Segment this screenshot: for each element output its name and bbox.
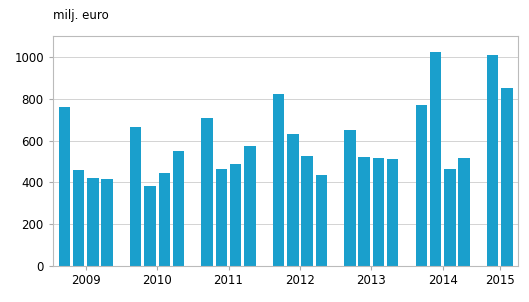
Bar (501, 88, 513, 266)
Bar (130, 127, 141, 266)
Bar (273, 94, 284, 266)
Bar (159, 173, 170, 266)
Bar (173, 151, 184, 266)
Bar (344, 130, 355, 266)
Bar (230, 163, 241, 266)
Bar (302, 156, 313, 266)
Bar (144, 186, 156, 266)
Bar (73, 170, 84, 266)
Bar (244, 146, 256, 266)
Bar (373, 158, 384, 266)
Bar (359, 157, 370, 266)
Bar (59, 107, 70, 266)
Bar (430, 52, 441, 266)
Bar (487, 55, 498, 266)
Bar (416, 105, 427, 266)
Bar (444, 169, 455, 266)
Bar (87, 178, 98, 266)
Bar (316, 175, 327, 266)
Bar (202, 117, 213, 266)
Bar (387, 159, 398, 266)
Text: milj. euro: milj. euro (53, 9, 108, 22)
Bar (216, 169, 227, 266)
Bar (287, 134, 298, 266)
Bar (102, 179, 113, 266)
Bar (459, 158, 470, 266)
